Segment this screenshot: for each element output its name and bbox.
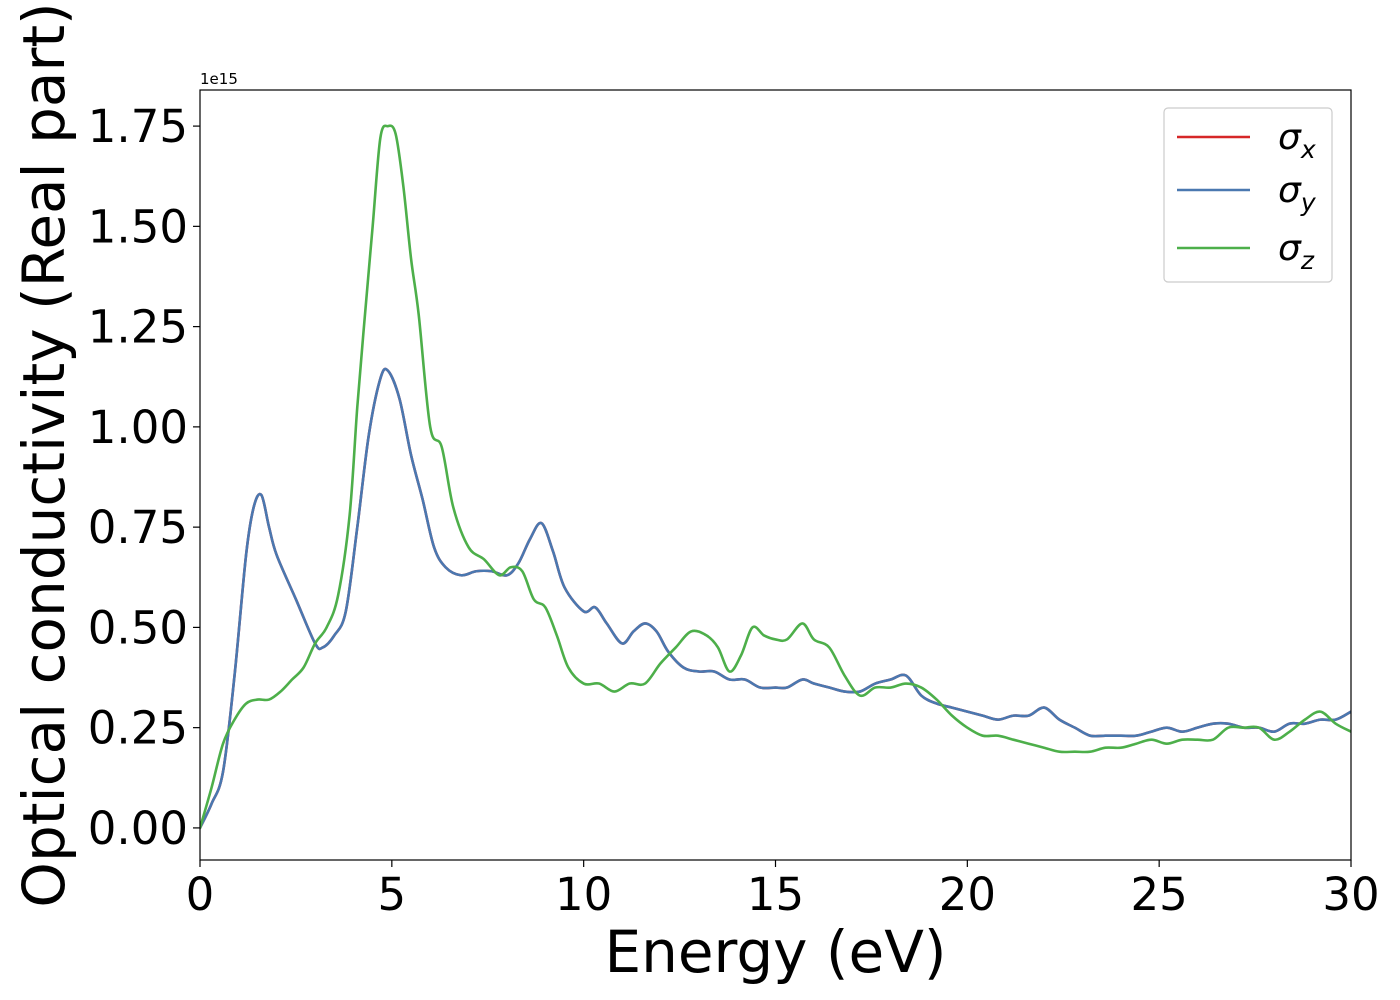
legend-label-subscript: x (1300, 135, 1316, 164)
x-tick-label: 5 (378, 868, 407, 921)
legend-label-subscript: y (1300, 188, 1317, 217)
series-line-y (200, 367, 1351, 830)
legend-box (1163, 107, 1333, 283)
y-tick-label: 1.00 (88, 401, 188, 454)
legend-label-x: σx (1278, 117, 1316, 164)
y-tick-label: 0.50 (88, 601, 188, 654)
x-tick-label: 10 (555, 868, 612, 921)
legend-label-subscript: z (1300, 246, 1315, 275)
legend-label-y: σy (1278, 170, 1317, 217)
x-tick-label: 30 (1322, 868, 1379, 921)
y-tick-label: 0.00 (88, 802, 188, 855)
y-axis-label: Optical conductivity (Real part) (10, 2, 78, 907)
series-line-z (200, 124, 1351, 830)
y-tick-label: 0.75 (88, 501, 188, 554)
x-tick-label: 0 (186, 868, 215, 921)
plot-layer (200, 124, 1351, 830)
legend-label-symbol: σ (1278, 117, 1302, 158)
y-tick-label: 0.25 (88, 702, 188, 755)
legend-label-symbol: σ (1278, 170, 1302, 211)
legend-label-z: σz (1278, 228, 1315, 275)
x-axis-label: Energy (eV) (604, 918, 946, 986)
x-tick-label: 15 (747, 868, 804, 921)
y-tick-label: 1.50 (88, 200, 188, 253)
x-axis-ticks: 0 5 10 15 20 25 30 (186, 860, 1380, 921)
x-tick-label: 25 (1131, 868, 1188, 921)
y-axis-offset-label: 1e15 (200, 70, 238, 88)
legend-label-symbol: σ (1278, 228, 1302, 269)
y-tick-label: 1.75 (88, 100, 188, 153)
y-tick-label: 1.25 (88, 301, 188, 354)
y-axis-ticks: 0.00 0.25 0.50 0.75 1.00 1.25 1.50 1.75 (88, 100, 200, 855)
x-tick-label: 20 (939, 868, 996, 921)
